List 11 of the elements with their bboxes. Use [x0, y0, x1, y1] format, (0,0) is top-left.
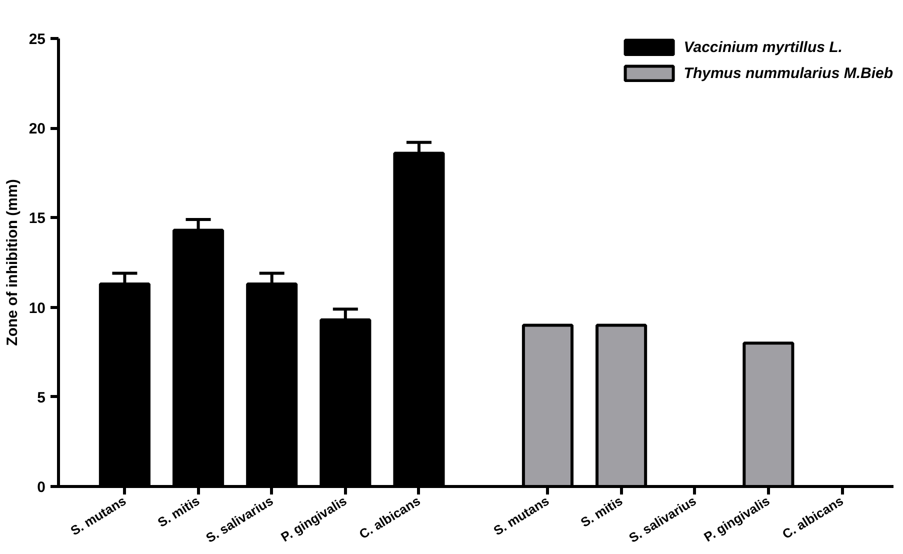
x-tick-label: S. mitis [578, 493, 626, 530]
y-axis-title: Zone of inhibition (mm) [4, 179, 21, 346]
y-tick-label: 25 [28, 31, 46, 48]
y-tick-label: 20 [28, 120, 46, 138]
legend-label: Thymus nummularius M.Bieb [684, 64, 893, 82]
y-tick-label: 0 [37, 479, 46, 496]
legend-label: Vaccinium myrtillus L. [684, 38, 842, 56]
x-tick-label: S. mitis [154, 493, 202, 530]
y-tick-label: 5 [37, 389, 46, 406]
y-tick-label: 10 [28, 300, 46, 317]
y-tick-label: 15 [28, 210, 46, 228]
